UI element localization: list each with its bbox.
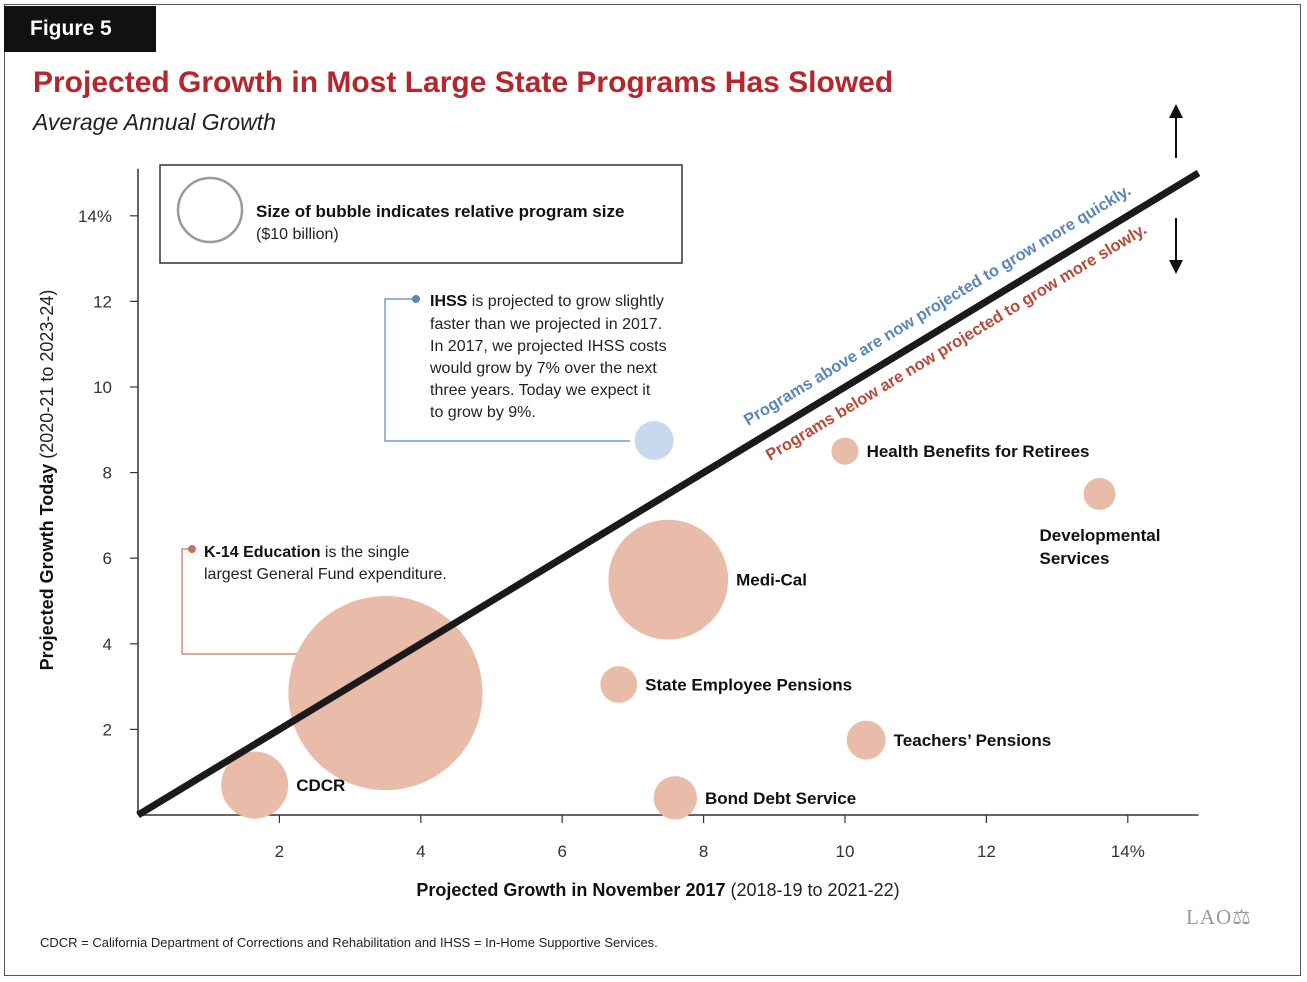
- legend-sublabel: ($10 billion): [256, 226, 339, 243]
- x-tick-label: 8: [699, 842, 708, 861]
- figure-tag: Figure 5: [4, 6, 156, 52]
- ihss-annotation-line: would grow by 7% over the next: [429, 360, 657, 377]
- ihss-annotation-line: three years. Today we expect it: [430, 382, 651, 399]
- bubble-medi-cal: [608, 519, 729, 640]
- k14-annotation-line: largest General Fund expenditure.: [204, 566, 447, 583]
- bubble-label-medi-cal: Medi-Cal: [736, 571, 807, 590]
- bubble-state-employee-pensions: [600, 666, 638, 703]
- x-axis-title: Projected Growth in November 2017 (2018-…: [416, 880, 899, 900]
- y-axis-title-bold: Projected Growth Today: [37, 464, 57, 671]
- down-arrow-icon: [1169, 218, 1183, 274]
- legend-label: Size of bubble indicates relative progra…: [256, 202, 624, 221]
- bubble-k-14-education: [288, 595, 483, 791]
- k14-annotation-line: is the single: [320, 544, 409, 561]
- bubble-label-health-benefits-for-retirees: Health Benefits for Retirees: [867, 442, 1090, 461]
- x-tick-label: 12: [977, 842, 996, 861]
- above-line-label: Programs above are now projected to grow…: [741, 181, 1134, 429]
- x-tick-label: 4: [416, 842, 425, 861]
- ihss-annotation: IHSS is projected to grow slightly faste…: [429, 293, 671, 421]
- y-axis-ticks: 2 4 6 8 10 12 14%: [78, 207, 138, 739]
- x-tick-label: 2: [275, 842, 284, 861]
- x-tick-label: 14%: [1111, 842, 1145, 861]
- y-tick-label: 8: [103, 464, 112, 483]
- ihss-annotation-line: In 2017, we projected IHSS costs: [430, 338, 667, 355]
- bubble-health-benefits-for-retirees: [831, 437, 859, 465]
- bubble-label-state-employee-pensions: State Employee Pensions: [645, 675, 852, 694]
- figure-frame: [4, 4, 1301, 976]
- y-axis-title-rest: (2020-21 to 2023-24): [37, 290, 57, 464]
- chart-subtitle: Average Annual Growth: [33, 109, 276, 135]
- x-tick-label: 10: [836, 842, 855, 861]
- ihss-annotation-line: faster than we projected in 2017.: [430, 316, 662, 333]
- y-tick-label: 12: [93, 292, 112, 311]
- legend-bubble: [176, 176, 244, 244]
- bubble-ihss: [634, 421, 674, 460]
- bubble-labels: CDCR Medi-Cal State Employee Pensions Bond …: [296, 442, 1160, 808]
- footnote: CDCR = California Department of Correcti…: [40, 935, 658, 950]
- bubble-label-bond-debt-service: Bond Debt Service: [705, 789, 856, 808]
- bubble-label-teachers-pensions: Teachers’ Pensions: [894, 731, 1051, 750]
- x-axis-title-bold: Projected Growth in November 2017: [416, 880, 725, 900]
- x-axis-title-rest: (2018-19 to 2021-22): [725, 880, 899, 900]
- ihss-annotation-line: to grow by 9%.: [430, 404, 536, 421]
- ihss-annotation-bold: IHSS: [430, 293, 468, 310]
- up-arrow-icon: [1169, 104, 1183, 158]
- chart-title: Projected Growth in Most Large State Pro…: [33, 66, 894, 99]
- k14-leader-dot: [188, 545, 196, 553]
- bubble-teachers-pensions: [846, 720, 886, 760]
- reference-diagonal-line: [136, 170, 1201, 818]
- y-tick-label: 10: [93, 378, 112, 397]
- bubble-label-cdcr: CDCR: [296, 776, 345, 795]
- y-axis-title: Projected Growth Today (2020-21 to 2023-…: [37, 290, 57, 671]
- lao-logo-text: LAO: [1186, 905, 1233, 929]
- annotation-leaders: [181, 295, 630, 655]
- ihss-leader-dot: [412, 295, 420, 303]
- bubble-developmental-services: [1083, 478, 1116, 510]
- ihss-leader-line: [384, 298, 630, 442]
- k14-leader-line: [181, 548, 308, 655]
- bubble-label-developmental-services: Developmental Services: [1040, 526, 1161, 568]
- lao-logo: LAO⚖: [1186, 905, 1252, 929]
- legend: Size of bubble indicates relative progra…: [159, 164, 683, 264]
- bubble-cdcr: [221, 751, 289, 819]
- k14-annotation-bold: K-14 Education: [204, 544, 320, 561]
- y-tick-label: 6: [103, 549, 112, 568]
- k14-annotation: K-14 Education is the single largest Gen…: [204, 544, 447, 583]
- bubble-bond-debt-service: [653, 776, 698, 820]
- y-tick-label: 2: [103, 720, 112, 739]
- ihss-annotation-line: is projected to grow slightly: [467, 293, 664, 310]
- y-tick-label: 14%: [78, 207, 112, 226]
- bubbles: [221, 421, 1116, 820]
- below-line-label: Programs below are now projected to grow…: [763, 220, 1150, 464]
- y-tick-label: 4: [103, 635, 112, 654]
- x-tick-label: 6: [557, 842, 566, 861]
- x-axis-ticks: 2 4 6 8 10 12 14%: [275, 815, 1145, 861]
